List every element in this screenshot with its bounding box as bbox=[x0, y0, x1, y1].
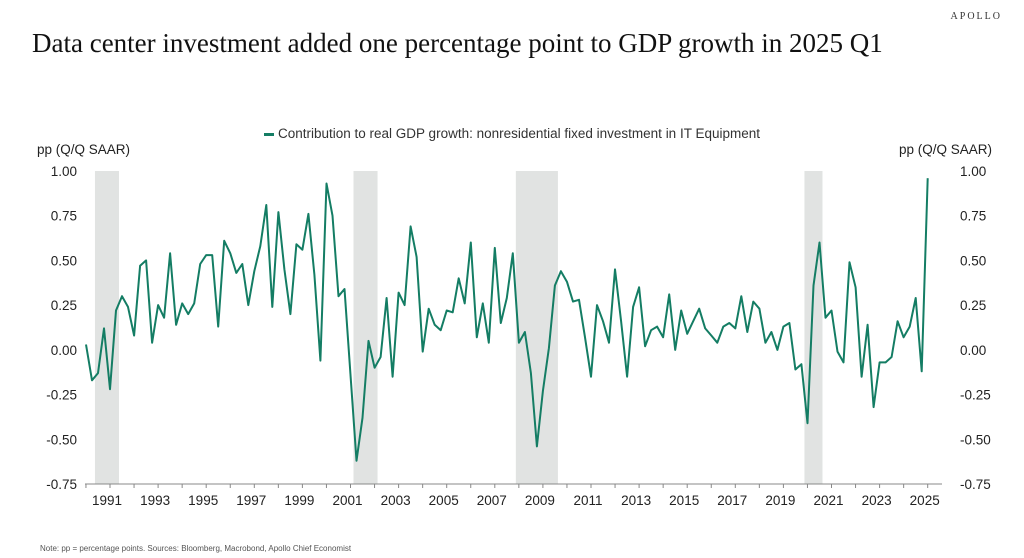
x-tick-label: 2011 bbox=[573, 493, 602, 508]
recession-shading bbox=[94, 171, 823, 484]
y-tick-label-left: -0.50 bbox=[46, 432, 77, 447]
y-tick-label-right: -0.75 bbox=[960, 477, 991, 492]
y-tick-label-left: 1.00 bbox=[51, 164, 77, 179]
x-ticks: 1991 1993 1995 1997 1999 2001 2003 2005 2007 2009… bbox=[85, 484, 940, 508]
y-tick-labels-left: 1.00 0.75 0.50 0.25 0.00 -0.25 -0.50 -0.75 bbox=[46, 164, 77, 492]
x-tick-label: 2007 bbox=[477, 493, 507, 508]
y-tick-label-right: 0.75 bbox=[960, 209, 986, 224]
y-tick-labels-right: 1.00 0.75 0.50 0.25 0.00 -0.25 -0.50 -0.75 bbox=[960, 164, 991, 492]
chart-title: Data center investment added one percent… bbox=[32, 28, 883, 58]
x-tick-label: 2005 bbox=[429, 493, 459, 508]
y-tick-label-right: 0.25 bbox=[960, 298, 986, 313]
x-tick-label: 1993 bbox=[140, 493, 170, 508]
x-tick-label: 1995 bbox=[188, 493, 218, 508]
left-axis-title: pp (Q/Q SAAR) bbox=[37, 142, 131, 157]
legend: Contribution to real GDP growth: nonresi… bbox=[0, 126, 1024, 141]
x-tick-label: 2001 bbox=[332, 493, 362, 508]
y-tick-label-left: 0.50 bbox=[51, 253, 77, 268]
y-tick-label-right: -0.50 bbox=[960, 432, 991, 447]
data-points bbox=[86, 178, 928, 461]
legend-swatch bbox=[263, 132, 274, 136]
x-tick-label: 2013 bbox=[621, 493, 651, 508]
y-tick-label-right: -0.25 bbox=[960, 388, 991, 403]
x-tick-label: 1999 bbox=[284, 493, 314, 508]
y-tick-label-left: -0.75 bbox=[46, 477, 77, 492]
x-tick-label: 2023 bbox=[862, 493, 892, 508]
series-line bbox=[85, 178, 929, 462]
y-tick-label-left: 0.00 bbox=[51, 343, 77, 358]
x-tick-label: 2003 bbox=[381, 493, 411, 508]
apollo-logo: APOLLO bbox=[950, 11, 1002, 22]
y-tick-label-right: 1.00 bbox=[960, 164, 986, 179]
x-tick-label: 1991 bbox=[92, 493, 122, 508]
x-tick-label: 2009 bbox=[525, 493, 555, 508]
x-tick-label: 2019 bbox=[765, 493, 795, 508]
x-tick-label: 2025 bbox=[910, 493, 940, 508]
y-tick-label-left: 0.75 bbox=[51, 209, 77, 224]
x-tick-label: 2015 bbox=[669, 493, 699, 508]
x-tick-label: 1997 bbox=[236, 493, 266, 508]
y-tick-label-right: 0.50 bbox=[960, 253, 986, 268]
recession-band bbox=[804, 171, 823, 484]
recession-band bbox=[353, 171, 378, 484]
footnote: Note: pp = percentage points. Sources: B… bbox=[40, 544, 352, 553]
y-tick-label-left: 0.25 bbox=[51, 298, 77, 313]
y-tick-label-right: 0.00 bbox=[960, 343, 986, 358]
x-tick-label: 2021 bbox=[813, 493, 843, 508]
x-tick-label: 2017 bbox=[717, 493, 747, 508]
right-axis-title: pp (Q/Q SAAR) bbox=[899, 142, 993, 157]
legend-label: Contribution to real GDP growth: nonresi… bbox=[277, 126, 760, 141]
y-tick-label-left: -0.25 bbox=[46, 388, 77, 403]
